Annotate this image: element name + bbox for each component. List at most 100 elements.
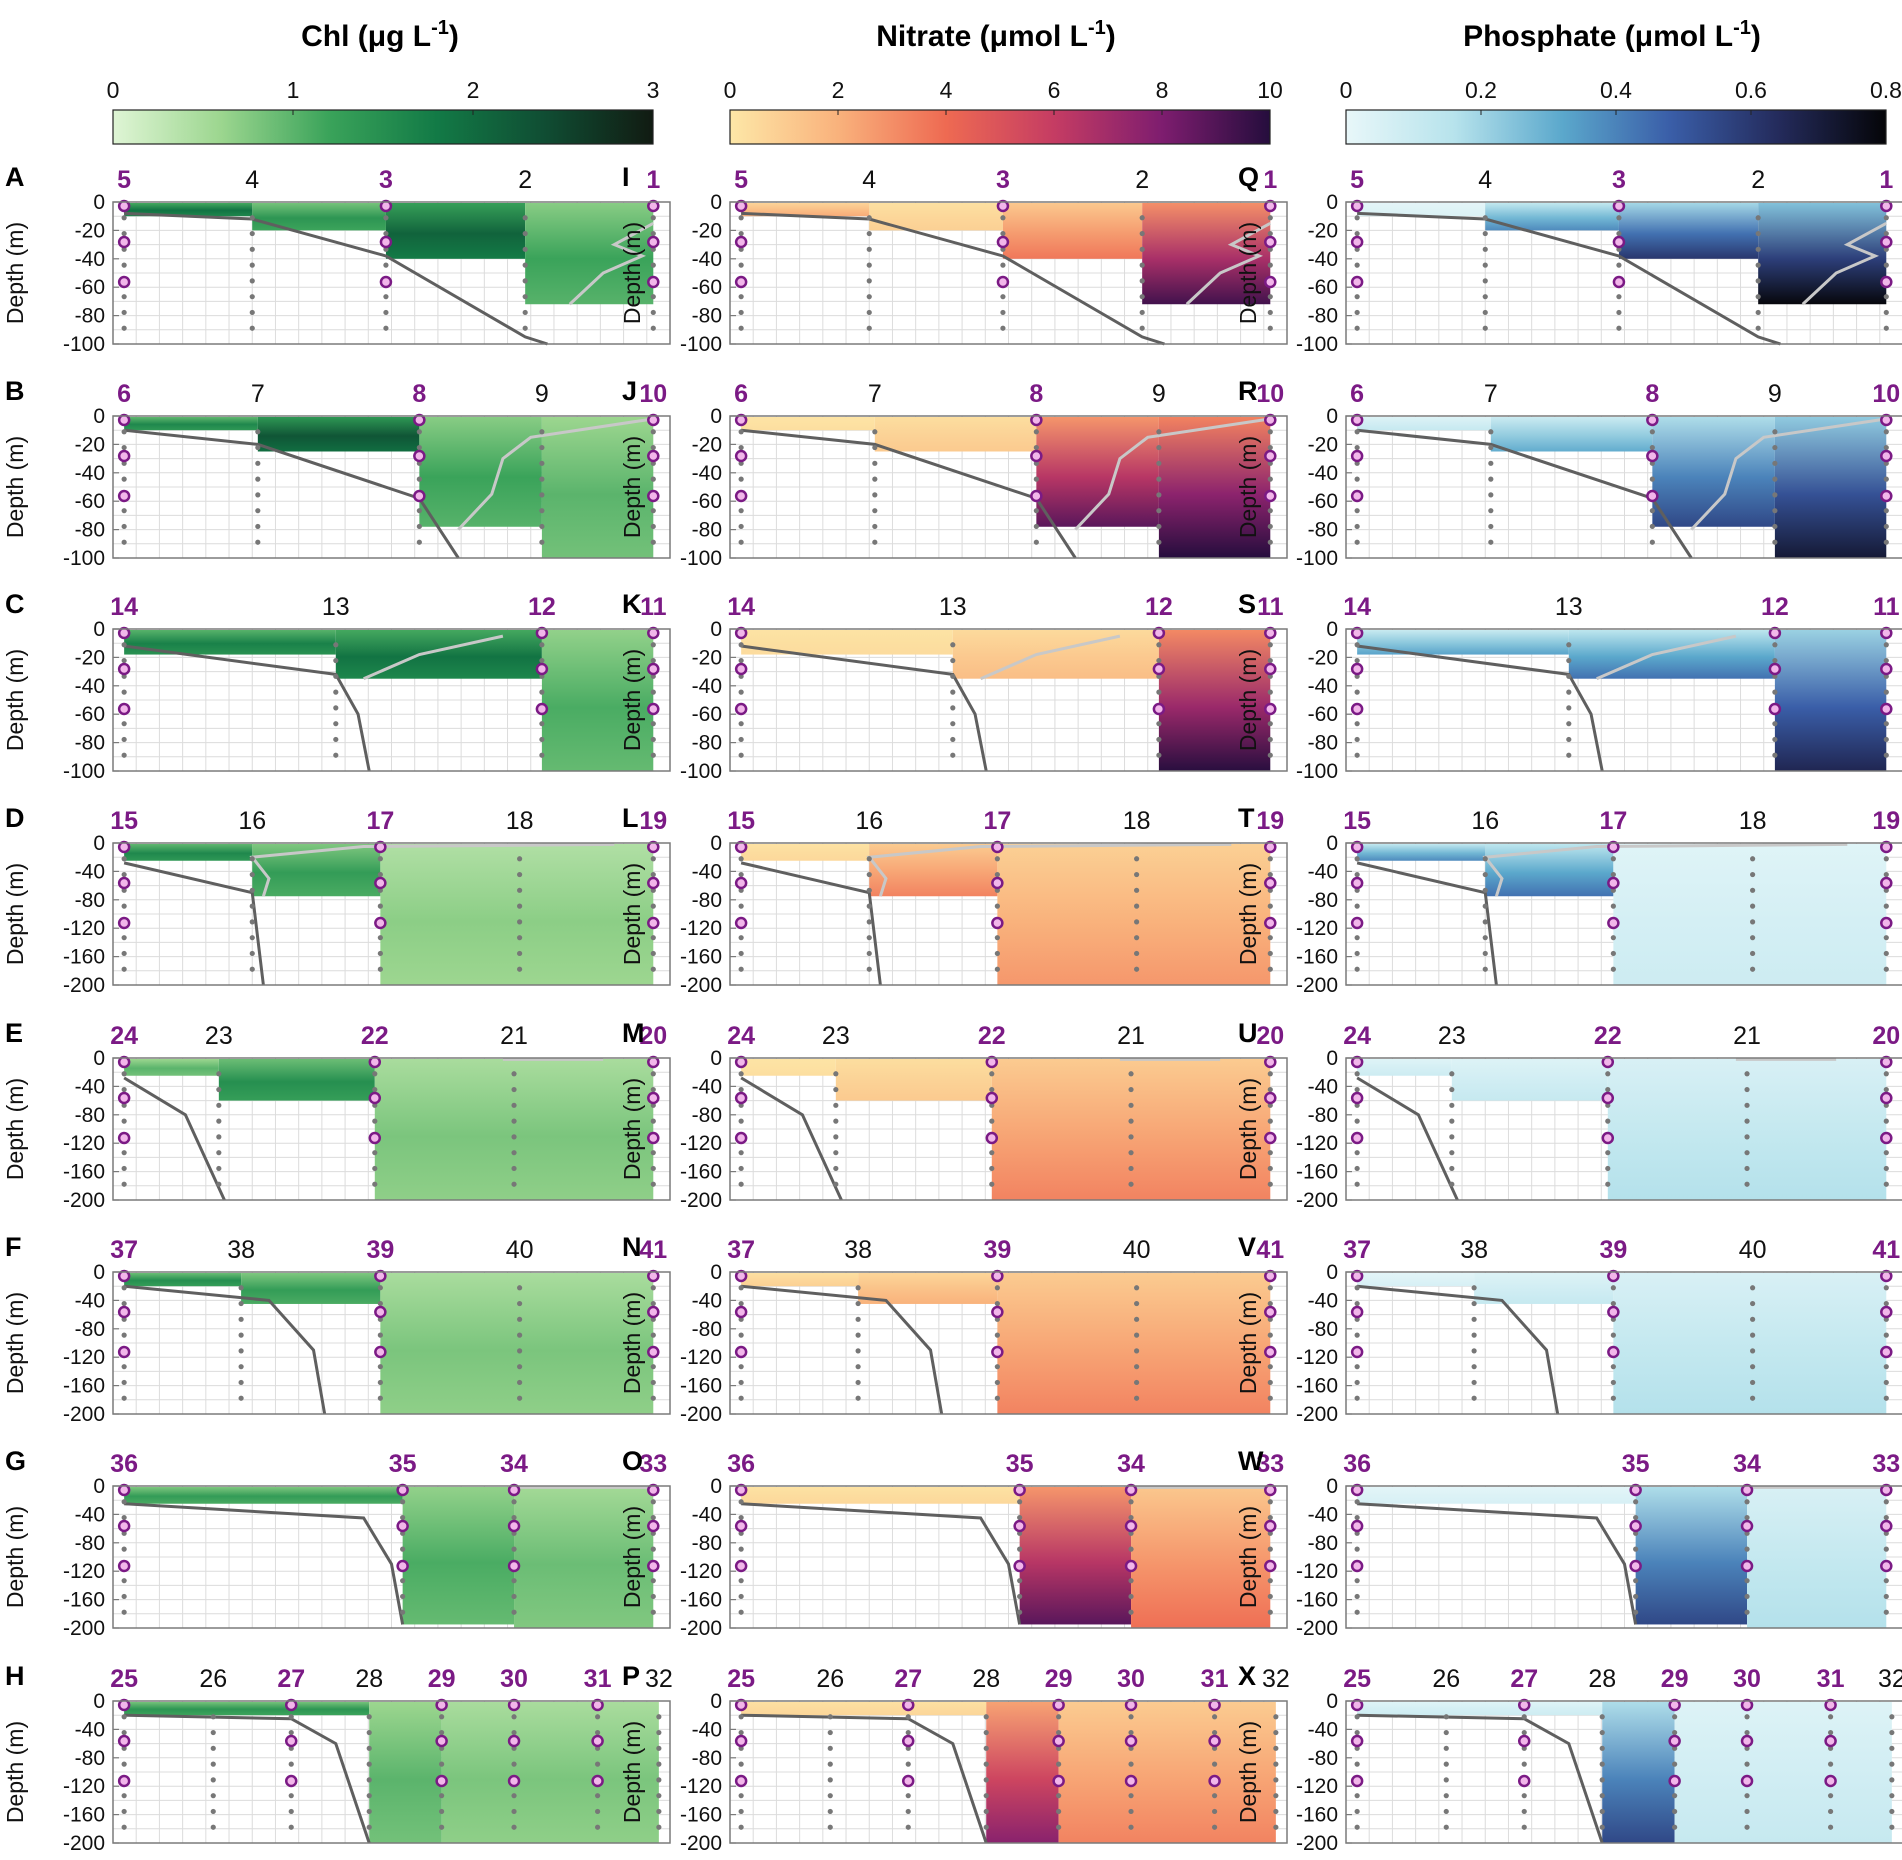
station-label: 7 — [251, 380, 265, 408]
sample-dot — [905, 1793, 911, 1799]
sample-dot — [1610, 935, 1616, 941]
sample-dot — [1134, 1316, 1140, 1322]
panel-letter: Q — [1238, 162, 1259, 192]
bottom-depth-line — [1357, 1713, 1604, 1844]
heatmap-block — [374, 1059, 654, 1200]
y-axis-label: Depth (m) — [1235, 222, 1261, 324]
station-label: 22 — [978, 1022, 1006, 1050]
sample-dot — [1354, 1300, 1360, 1307]
y-tick-label: -120 — [63, 1132, 105, 1155]
sampled-station-marker — [368, 1055, 382, 1069]
sample-dot — [1056, 1808, 1062, 1815]
y-axis-label: Depth (m) — [2, 1292, 28, 1394]
sample-dot — [210, 1777, 216, 1783]
sample-dot — [1755, 294, 1761, 300]
sampled-station-marker — [647, 1091, 660, 1105]
y-tick-label: -40 — [1308, 1075, 1338, 1098]
sample-dot — [1827, 1824, 1834, 1830]
sample-dot — [1744, 1086, 1750, 1093]
y-tick-label: -160 — [63, 1589, 105, 1612]
sample-dot — [1566, 657, 1572, 664]
y-tick-label: -80 — [1308, 1318, 1338, 1341]
sample-dot — [1139, 278, 1145, 284]
y-tick-label: -80 — [1308, 1532, 1338, 1555]
sample-dot — [738, 1285, 744, 1291]
bottom-depth-line — [1356, 428, 1693, 559]
sampled-station-marker — [1350, 1734, 1364, 1748]
y-tick-label: -120 — [63, 1775, 105, 1798]
station-label: 8 — [1029, 380, 1043, 408]
sampled-station-marker — [734, 1519, 748, 1533]
sample-dot — [833, 1118, 839, 1124]
station-label: 28 — [1588, 1665, 1616, 1693]
sample-dot — [833, 1150, 839, 1156]
sample-dot — [1744, 1499, 1750, 1505]
sample-dot — [1883, 1379, 1889, 1386]
sampled-station-marker — [1612, 235, 1626, 249]
y-tick-label: -200 — [1296, 1189, 1338, 1212]
sample-dot — [1599, 1714, 1605, 1720]
sample-dot — [288, 1808, 294, 1815]
sampled-station-marker — [1350, 1559, 1364, 1573]
station-label: 14 — [727, 593, 755, 621]
sample-dot — [1566, 736, 1572, 743]
sample-dot — [1000, 294, 1006, 300]
sample-dot — [950, 673, 956, 679]
panel-P: 25 26 27 28 29 30 31 320-40-80-120-160-200Depth… — [619, 1661, 1290, 1855]
sampled-station-marker — [374, 916, 387, 930]
station-label: 34 — [1733, 1450, 1761, 1478]
axes-frame — [729, 415, 1288, 559]
sample-dot — [511, 1181, 517, 1187]
sample-dot — [1267, 1181, 1273, 1187]
sample-dot — [372, 1086, 378, 1093]
sample-dot — [1273, 1729, 1279, 1736]
sample-dot — [855, 1364, 861, 1370]
sample-dot — [1744, 1824, 1750, 1830]
sample-dot — [216, 1134, 222, 1140]
y-tick-label: -20 — [75, 433, 105, 456]
colorbar-tick-label: 0.8 — [1870, 77, 1902, 103]
y-tick-label: -200 — [63, 1403, 105, 1426]
panel-letter: B — [5, 376, 25, 406]
y-tick-label: -80 — [692, 1104, 722, 1127]
sample-dot — [1883, 1300, 1889, 1307]
sample-dot — [738, 935, 744, 941]
y-tick-label: 0 — [1326, 405, 1338, 428]
sample-dot — [517, 966, 523, 972]
sampled-station-marker — [991, 876, 1004, 890]
y-tick-label: -40 — [1308, 860, 1338, 883]
sample-dot — [1744, 1165, 1750, 1172]
sample-dot — [1883, 230, 1889, 237]
sample-dot — [522, 325, 528, 331]
y-tick-label: -200 — [680, 1832, 722, 1855]
sample-dot — [1443, 1793, 1449, 1799]
sample-dot — [1134, 950, 1140, 957]
sample-dot — [377, 871, 383, 878]
sample-dot — [121, 1379, 127, 1386]
sample-dot — [1610, 1332, 1616, 1338]
sample-dot — [1883, 523, 1889, 530]
sampled-station-marker — [1612, 199, 1626, 213]
axes-frame — [729, 1485, 1288, 1629]
sampled-station-marker — [901, 1774, 915, 1788]
heatmap-block — [380, 1273, 654, 1414]
sample-dot — [1354, 950, 1360, 957]
sampled-station-marker — [1668, 1774, 1681, 1788]
sample-dot — [255, 539, 261, 545]
colorbar-tick-label: 0 — [724, 77, 737, 103]
sample-dot — [1156, 460, 1162, 466]
sample-dot — [1033, 508, 1039, 514]
sample-dot — [121, 1285, 127, 1291]
sampled-station-marker — [647, 1055, 660, 1069]
sample-dot — [994, 903, 1000, 909]
sample-dot — [738, 1395, 744, 1401]
axes-frame — [112, 628, 671, 772]
axes-frame — [729, 1057, 1288, 1201]
y-axis-label: Depth (m) — [2, 1506, 28, 1608]
sample-dot — [1354, 294, 1360, 300]
bottom-depth-line — [1356, 861, 1498, 986]
sample-dot — [1128, 1071, 1134, 1077]
sampled-station-marker — [734, 1734, 748, 1748]
sample-dot — [121, 950, 127, 957]
